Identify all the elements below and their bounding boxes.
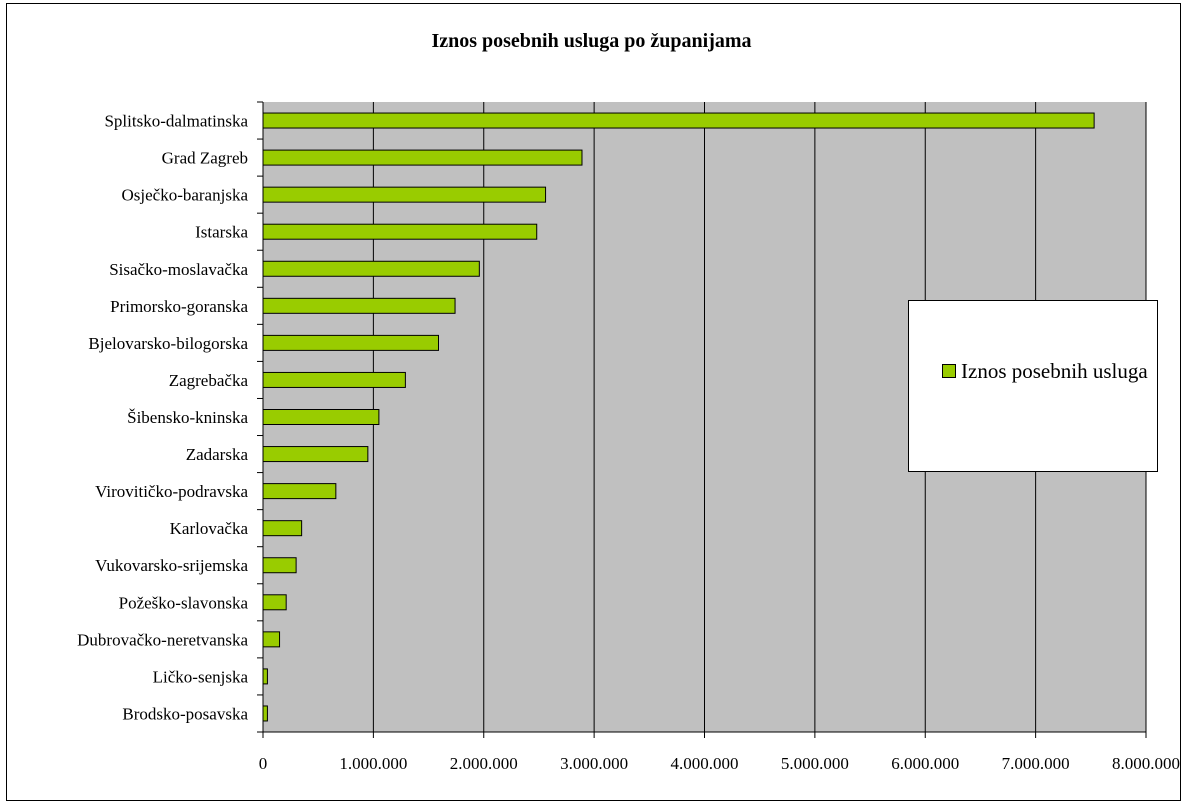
legend-label: Iznos posebnih usluga	[961, 359, 1148, 383]
category-label: Požeško-slavonska	[119, 593, 249, 612]
x-tick-label: 1.000.000	[339, 754, 407, 773]
x-tick-label: 2.000.000	[450, 754, 518, 773]
bar	[262, 334, 439, 351]
category-labels: Splitsko-dalmatinska Grad Zagreb Osječko-b…	[77, 112, 248, 724]
axes	[257, 101, 1147, 738]
category-label: Bjelovarsko-bilogorska	[88, 334, 248, 353]
category-label: Osječko-baranjska	[121, 186, 248, 205]
bar	[262, 557, 297, 574]
category-label: Primorsko-goranska	[110, 297, 248, 316]
bar	[262, 112, 1095, 129]
category-label: Sisačko-moslavačka	[109, 260, 248, 279]
bar	[262, 668, 268, 685]
x-tick-label: 4.000.000	[671, 754, 739, 773]
category-label: Ličko-senjska	[153, 667, 249, 686]
x-tick-label: 6.000.000	[891, 754, 959, 773]
category-label: Grad Zagreb	[162, 149, 248, 168]
x-tick-label: 0	[259, 754, 268, 773]
category-label: Karlovačka	[170, 519, 249, 538]
bar	[262, 705, 268, 722]
chart-title: Iznos posebnih usluga po županijama	[431, 30, 752, 52]
category-label: Splitsko-dalmatinska	[104, 112, 248, 131]
bar	[262, 297, 456, 314]
x-tick-label: 7.000.000	[1002, 754, 1070, 773]
bar	[262, 631, 281, 648]
x-tick-label: 8.000.000	[1112, 754, 1180, 773]
bar	[262, 223, 538, 240]
bars	[262, 112, 1095, 722]
bar	[262, 446, 369, 463]
category-label: Brodsko-posavska	[122, 704, 248, 723]
x-tick-label: 5.000.000	[781, 754, 849, 773]
bar	[262, 483, 337, 500]
category-label: Šibensko-kninska	[127, 408, 248, 427]
bar	[262, 149, 583, 166]
legend: Iznos posebnih usluga	[908, 300, 1158, 472]
bar	[262, 371, 406, 388]
bar	[262, 409, 380, 425]
category-label: Vukovarsko-srijemska	[95, 556, 248, 575]
category-label: Virovitičko-podravska	[95, 482, 248, 501]
bar	[262, 186, 547, 203]
x-tick-labels: 0 1.000.000 2.000.000 3.000.000 4.000.000 5.0…	[259, 754, 1180, 773]
x-tick-label: 3.000.000	[560, 754, 628, 773]
bar	[262, 260, 480, 277]
legend-swatch	[942, 364, 956, 378]
category-label: Zadarska	[186, 445, 249, 464]
bar	[262, 520, 303, 537]
category-label: Zagrebačka	[169, 371, 249, 390]
category-label: Dubrovačko-neretvanska	[77, 630, 248, 649]
category-label: Istarska	[195, 223, 248, 242]
bar	[262, 594, 287, 611]
